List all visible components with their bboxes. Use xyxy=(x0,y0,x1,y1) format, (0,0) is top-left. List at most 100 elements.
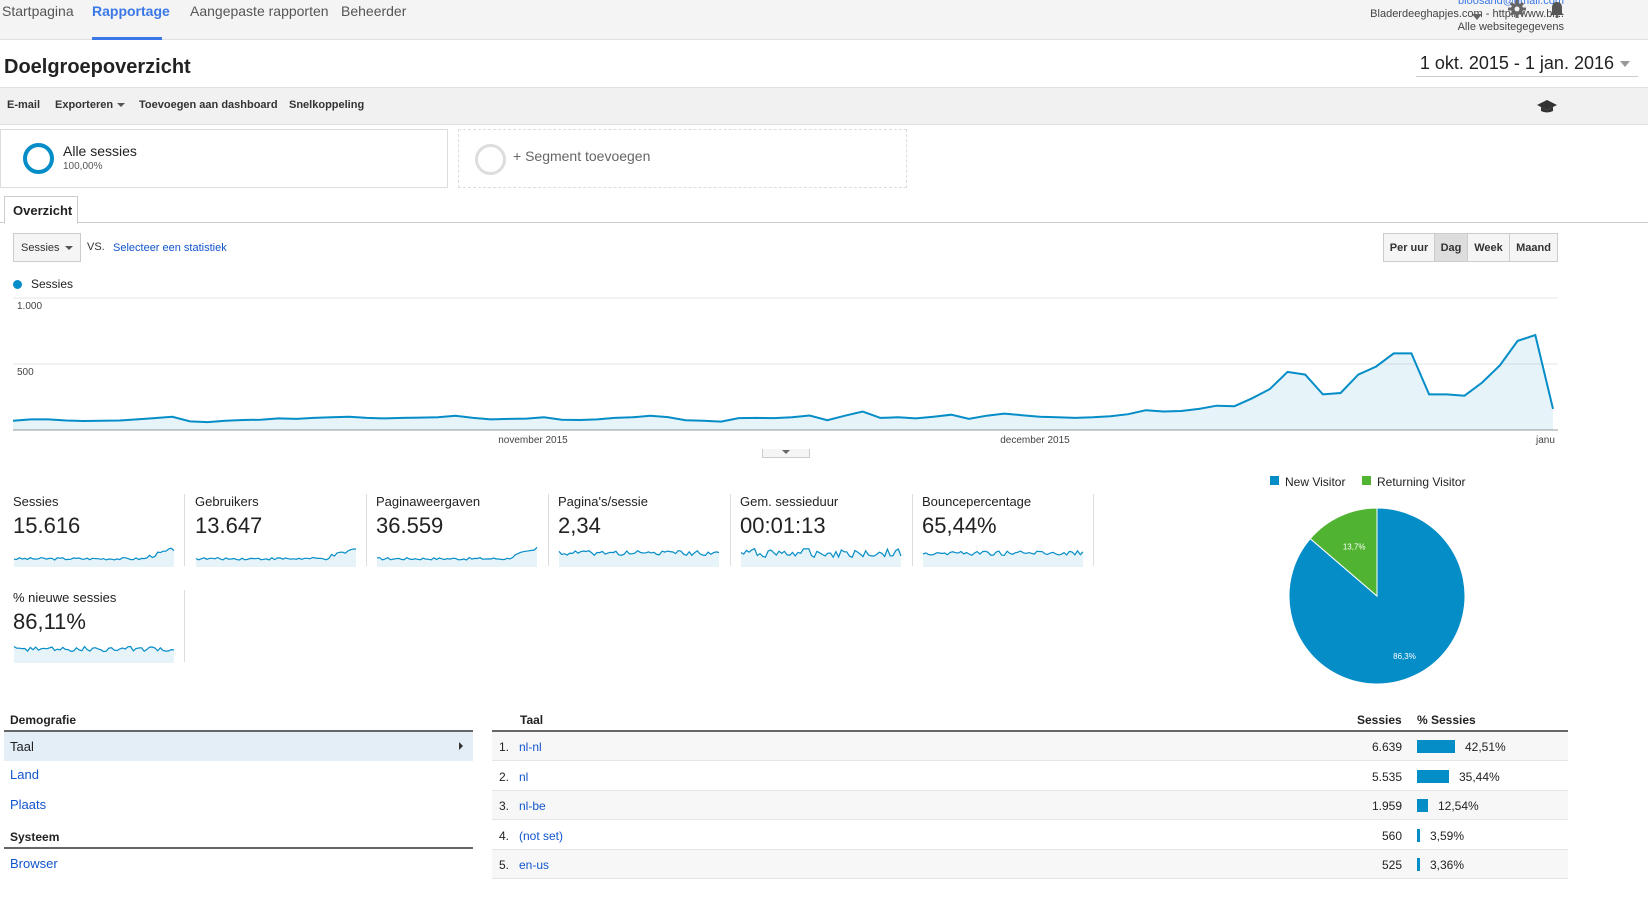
sparkline-area xyxy=(377,547,537,567)
table-header-language[interactable]: Taal xyxy=(520,713,544,727)
metric-users: Gebruikers 13.647 xyxy=(195,494,365,567)
row-pct-bar xyxy=(1417,769,1449,783)
nav-tab-custom-reports[interactable]: Aangepaste rapporten xyxy=(190,3,329,19)
select-statistic-link[interactable]: Selecteer een statistiek xyxy=(113,242,227,254)
graduation-cap-icon[interactable] xyxy=(1537,98,1557,117)
xtick-label: janu xyxy=(1535,435,1555,446)
pie-label-new-visitor: 86,3% xyxy=(1393,652,1416,661)
row-pct: 12,54% xyxy=(1438,799,1479,814)
sparkline-area xyxy=(741,548,901,567)
row-pct-bar xyxy=(1417,799,1428,813)
heading-divider xyxy=(4,730,473,732)
granularity-day-button[interactable]: Dag xyxy=(1434,233,1468,262)
row-sessions: 5.535 xyxy=(1371,769,1402,784)
row-sessions: 6.639 xyxy=(1371,740,1402,754)
metric-label: Gebruikers xyxy=(195,494,259,509)
table-row: 1. nl-nl 6.639 42,51% xyxy=(492,732,1568,761)
granularity-month-button[interactable]: Maand xyxy=(1509,233,1558,262)
sparkline-area xyxy=(559,550,719,567)
table-row: 5. en-us 525 3,36% xyxy=(492,850,1568,880)
segment-all-sessions[interactable]: Alle sessies 100,00% xyxy=(0,129,448,188)
row-language-link[interactable]: (not set) xyxy=(519,828,564,843)
export-label: Exporteren xyxy=(55,99,114,111)
account-selector[interactable]: bloosand@gmail.com Bladerdeeghapjes.com … xyxy=(1370,0,1564,34)
system-item-browser[interactable]: Browser xyxy=(10,856,58,871)
segment-label: Alle sessies xyxy=(63,143,137,159)
row-pct: 3,36% xyxy=(1430,858,1465,873)
row-rank: 2. xyxy=(499,769,510,784)
row-pct: 42,51% xyxy=(1465,740,1506,754)
metric-value: 86,11% xyxy=(13,609,86,634)
granularity-hourly-button[interactable]: Per uur xyxy=(1383,233,1435,262)
metric-sparkline xyxy=(740,547,902,567)
nav-tab-reporting[interactable]: Rapportage xyxy=(92,0,170,40)
email-button[interactable]: E-mail xyxy=(7,99,41,111)
table-header-sessions[interactable]: Sessies xyxy=(1357,713,1402,727)
sparkline-area xyxy=(196,549,356,567)
granularity-week-button[interactable]: Week xyxy=(1467,233,1510,262)
add-segment-box[interactable]: + Segment toevoegen xyxy=(458,129,907,188)
segment-ring-icon xyxy=(23,143,54,174)
legend-label-returning-visitor: Returning Visitor xyxy=(1377,475,1466,489)
sparkline-line xyxy=(558,549,720,557)
metric-sparkline xyxy=(195,548,357,567)
chevron-down-icon xyxy=(117,103,126,108)
legend-label-new-visitor: New Visitor xyxy=(1285,475,1346,489)
account-property: Bladerdeeghapjes.com - http://www.bl... xyxy=(1370,8,1564,20)
metric-select-value: Sessies xyxy=(21,242,60,254)
demographics-item-city[interactable]: Plaats xyxy=(10,797,47,812)
row-language-link[interactable]: nl-be xyxy=(519,799,546,814)
pie-slice-returning-visitor xyxy=(1309,507,1378,598)
demographics-item-language[interactable]: Taal xyxy=(4,732,473,761)
segment-ring-empty-icon xyxy=(475,144,506,175)
account-dropdown-icon[interactable] xyxy=(1472,8,1482,23)
metric-pages-per-session: Pagina's/sessie 2,34 xyxy=(558,494,728,567)
metric-sparkline xyxy=(13,547,175,567)
metric-sparkline xyxy=(13,645,175,663)
chart-collapse-handle[interactable] xyxy=(762,449,810,458)
gear-icon[interactable] xyxy=(1508,0,1526,21)
heading-divider xyxy=(492,730,1568,732)
add-segment-label: + Segment toevoegen xyxy=(513,148,651,164)
legend-swatch-returning-visitor xyxy=(1362,476,1371,485)
metric-sessions: Sessies 15.616 xyxy=(13,494,183,567)
ytick-label: 1.000 xyxy=(17,301,42,312)
nav-tab-admin[interactable]: Beheerder xyxy=(341,3,407,19)
tab-overview[interactable]: Overzicht xyxy=(4,196,78,224)
date-range-picker[interactable]: 1 okt. 2015 - 1 jan. 2016 xyxy=(1415,51,1638,77)
row-sessions: 525 xyxy=(1381,858,1402,873)
metric-value: 00:01:13 xyxy=(740,513,826,538)
sparkline-line xyxy=(13,645,175,653)
xtick-label: november 2015 xyxy=(498,435,568,446)
row-language-link[interactable]: nl-nl xyxy=(519,740,542,754)
metric-label: % nieuwe sessies xyxy=(13,590,117,605)
row-language-link[interactable]: en-us xyxy=(519,858,550,873)
metric-separator xyxy=(184,494,185,566)
top-navigation: Startpagina Rapportage Aangepaste rappor… xyxy=(0,0,1648,40)
table-row: 2. nl 5.535 35,44% xyxy=(492,762,1568,791)
demographics-heading: Demografie xyxy=(10,713,77,727)
demographics-item-country[interactable]: Land xyxy=(10,767,39,782)
metric-label: Pagina's/sessie xyxy=(558,494,648,509)
nav-tab-home[interactable]: Startpagina xyxy=(2,3,74,19)
bell-icon[interactable] xyxy=(1548,0,1566,21)
table-row: 4. (not set) 560 3,59% xyxy=(492,821,1568,850)
tab-divider xyxy=(0,222,1648,223)
metric-sparkline xyxy=(558,549,720,567)
demographics-item-label: Taal xyxy=(10,739,34,754)
sparkline-line xyxy=(740,547,902,559)
system-heading: Systeem xyxy=(10,830,60,844)
row-rank: 3. xyxy=(499,799,510,814)
table-header-pct-sessions[interactable]: % Sessies xyxy=(1417,713,1476,727)
row-sessions: 560 xyxy=(1381,828,1402,843)
vs-label: VS. xyxy=(87,241,105,253)
metric-label: Paginaweergaven xyxy=(376,494,481,509)
add-to-dashboard-button[interactable]: Toevoegen aan dashboard xyxy=(139,99,278,111)
metric-select[interactable]: Sessies xyxy=(13,233,81,262)
legend-label-sessions: Sessies xyxy=(31,277,74,291)
row-language-link[interactable]: nl xyxy=(519,769,529,784)
export-button[interactable]: Exporteren xyxy=(55,99,126,111)
shortcut-button[interactable]: Snelkoppeling xyxy=(289,99,365,111)
sparkline-line xyxy=(195,548,357,561)
legend-swatch-new-visitor xyxy=(1270,476,1279,485)
